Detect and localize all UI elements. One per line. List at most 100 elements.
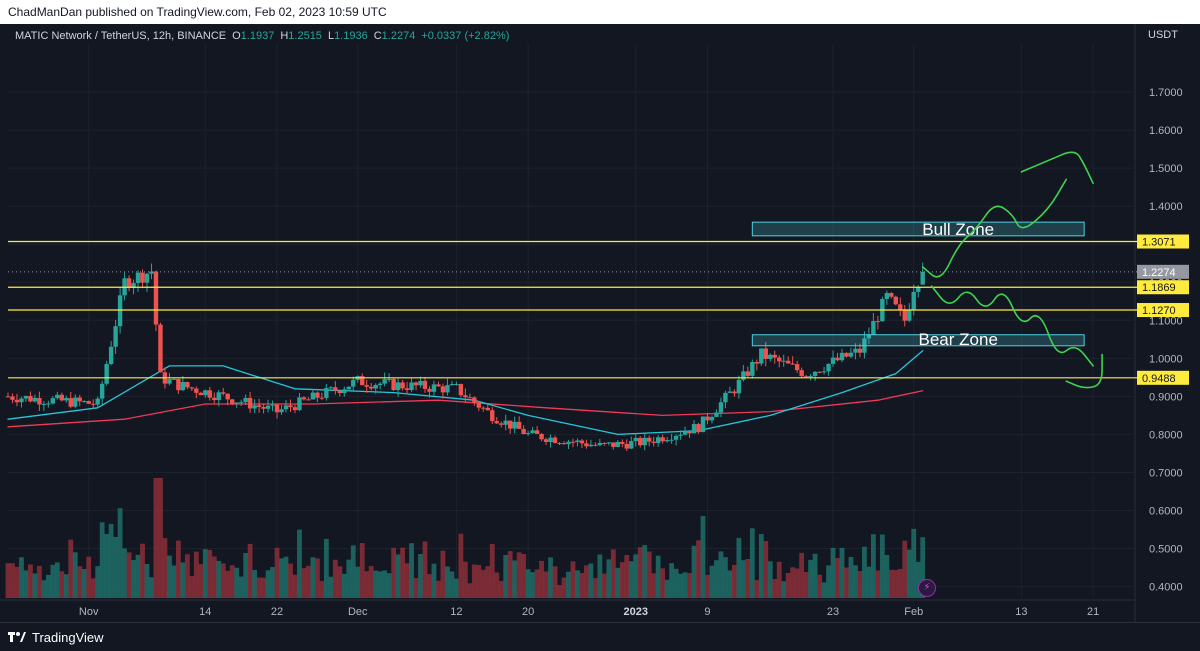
volume-bar: [696, 540, 701, 598]
volume-bar: [422, 541, 428, 598]
volume-bar: [866, 566, 872, 598]
volume-bar: [467, 583, 473, 598]
candle-body: [700, 416, 706, 433]
volume-bar: [445, 566, 450, 598]
candle-body: [212, 397, 217, 401]
volume-bar: [297, 529, 302, 598]
candle-body: [494, 421, 499, 424]
candle-body: [615, 441, 621, 447]
volume-bar: [906, 549, 912, 598]
volume-bar: [539, 560, 544, 598]
x-tick-label: Feb: [904, 606, 923, 618]
volume-bar: [727, 570, 733, 598]
volume-bar: [292, 574, 298, 598]
volume-bar: [32, 573, 38, 598]
volume-bar: [749, 528, 755, 598]
volume-bar: [337, 566, 343, 598]
volume-bar: [794, 568, 800, 598]
candle-body: [673, 435, 679, 440]
volume-bar: [830, 547, 836, 598]
candle-body: [283, 405, 289, 410]
candle-body: [490, 410, 495, 422]
candle-body: [499, 423, 504, 425]
candle-body: [516, 421, 522, 429]
volume-bar: [516, 552, 522, 598]
candle-body: [400, 382, 405, 389]
candle-body: [82, 401, 87, 403]
volume-bars: [5, 478, 926, 598]
candle-body: [759, 348, 764, 364]
volume-bar: [207, 549, 213, 598]
candle-body: [108, 346, 114, 365]
volume-bar: [862, 546, 867, 598]
candle-body: [319, 397, 325, 399]
price-chart[interactable]: 1.70001.60001.50001.40001.30001.20001.10…: [0, 24, 1200, 622]
candle-body: [830, 357, 836, 364]
volume-bar: [682, 572, 688, 598]
candle-body: [902, 309, 907, 321]
candle-body: [234, 402, 239, 404]
candle-body: [593, 444, 598, 446]
publish-header: ChadManDan published on TradingView.com,…: [0, 0, 1200, 24]
volume-bar: [700, 516, 706, 598]
candle-body: [651, 441, 656, 443]
level-price-label: 1.3071: [1142, 237, 1176, 249]
candle-body: [274, 404, 280, 413]
bearish-projection-path: [930, 285, 1094, 367]
candle-body: [646, 437, 652, 442]
volume-bar: [821, 582, 827, 598]
candle-body: [629, 441, 634, 449]
volume-bar: [198, 564, 204, 598]
volume-bar: [413, 578, 419, 598]
tradingview-logo-icon[interactable]: [8, 631, 26, 643]
volume-bar: [256, 577, 262, 598]
open-label: O: [232, 30, 241, 42]
footer-brand[interactable]: TradingView: [32, 629, 104, 645]
symbol-name[interactable]: MATIC Network / TetherUS, 12h, BINANCE: [15, 30, 227, 42]
candle-body: [431, 384, 437, 392]
candle-body: [310, 392, 316, 400]
candle-body: [135, 272, 141, 284]
volume-bar: [59, 571, 65, 598]
low-label: L: [327, 30, 335, 42]
volume-bar: [5, 563, 11, 598]
volume-bar: [449, 571, 455, 598]
candle-body: [826, 363, 831, 372]
volume-bar: [395, 554, 401, 598]
candle-body: [90, 403, 96, 405]
candle-body: [588, 444, 594, 447]
volume-bar: [740, 560, 746, 598]
candle-body: [41, 403, 47, 405]
volume-bar: [216, 560, 222, 598]
volume-bar: [642, 545, 648, 598]
candle-body: [561, 443, 567, 445]
volume-bar: [848, 556, 854, 598]
volume-bar: [171, 565, 177, 598]
volume-bar: [826, 565, 831, 598]
volume-bar: [911, 528, 917, 598]
lightning-icon[interactable]: ⚡: [918, 579, 936, 597]
candle-body: [176, 378, 181, 391]
volume-bar: [359, 543, 365, 598]
x-tick-label: 9: [704, 606, 710, 618]
candle-body: [171, 378, 177, 380]
candle-body: [817, 371, 822, 373]
candle-body: [373, 385, 378, 389]
candle-body: [288, 405, 293, 408]
x-tick-label: Nov: [79, 606, 99, 618]
candle-body: [839, 352, 845, 361]
candle-body: [104, 364, 109, 384]
volume-bar: [238, 576, 244, 598]
volume-bar: [184, 554, 190, 598]
candle-body: [364, 385, 369, 387]
candle-body: [32, 397, 38, 402]
bullish-projection-path: [921, 178, 1067, 278]
candle-body: [198, 392, 204, 396]
volume-bar: [785, 572, 791, 598]
candle-body: [853, 348, 858, 353]
volume-bar: [225, 570, 231, 598]
volume-bar: [386, 573, 392, 598]
candle-body: [584, 443, 589, 447]
price-zone-box: [751, 221, 1085, 237]
volume-bar: [144, 564, 150, 598]
